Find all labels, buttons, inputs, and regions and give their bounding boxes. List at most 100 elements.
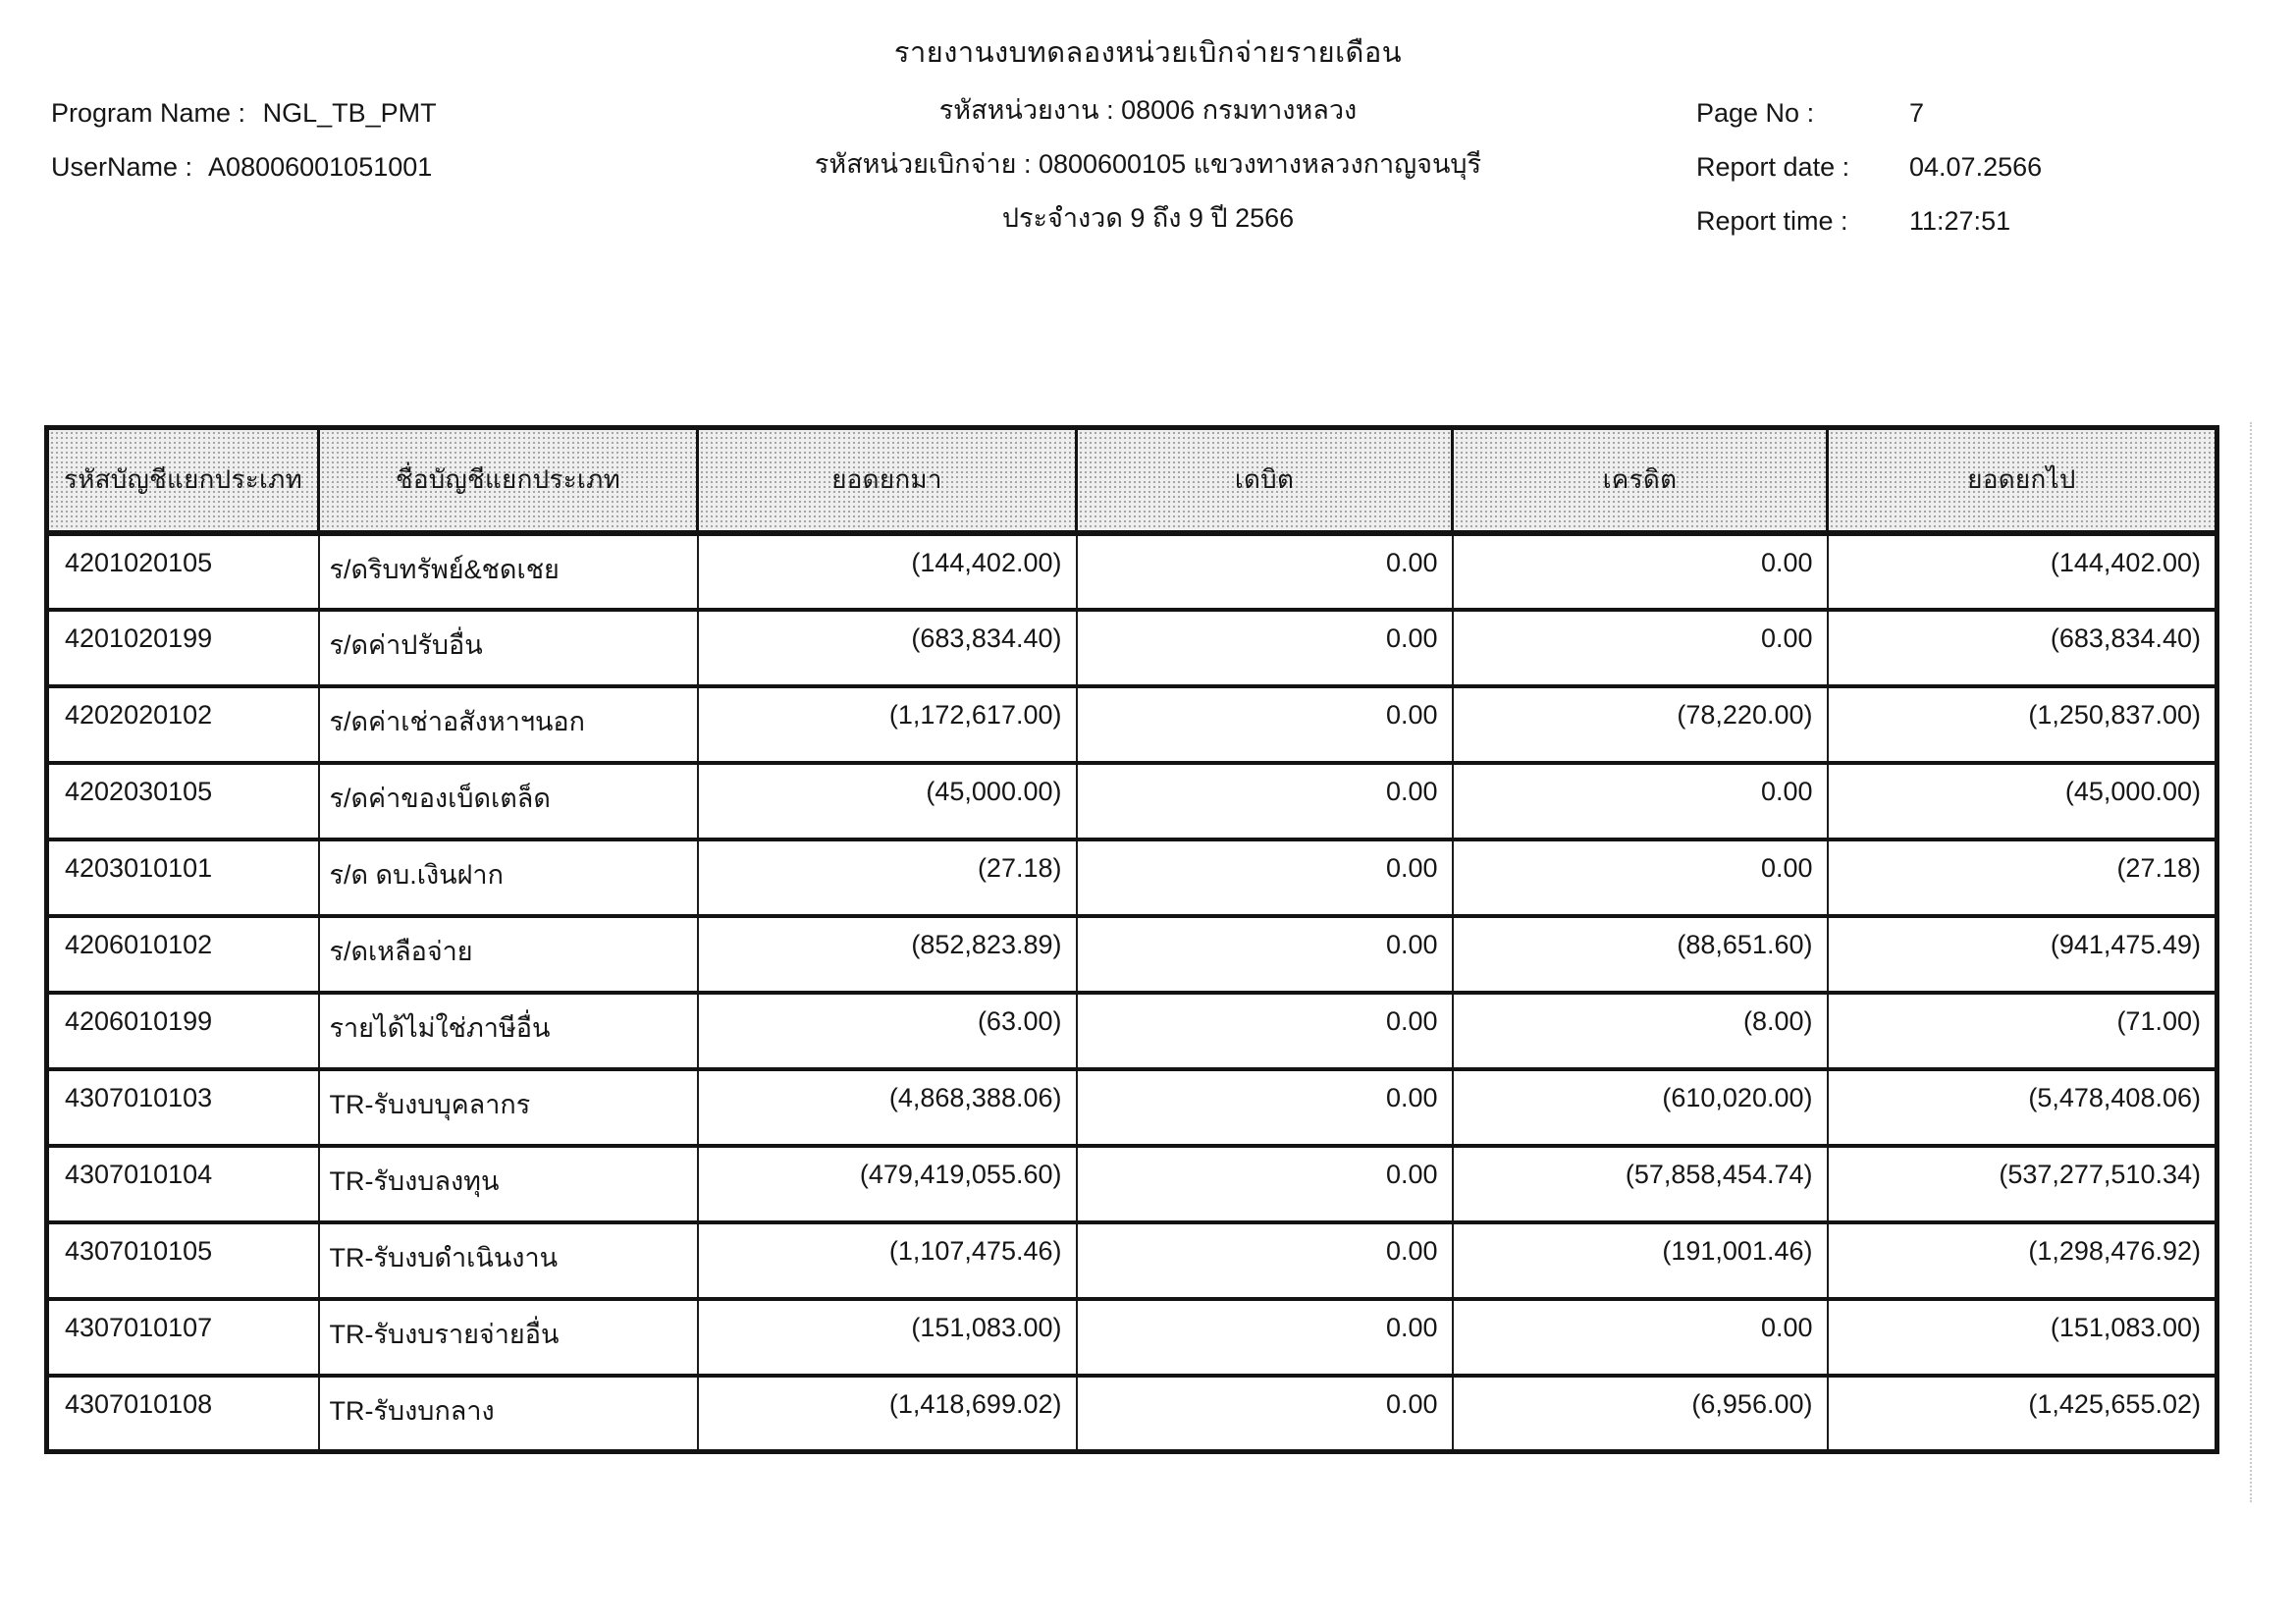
amount-cell: 0.00 [1075,1221,1454,1301]
report-date-value: 04.07.2566 [1909,152,2043,182]
amount-cell: (151,083.00) [1826,1298,2218,1378]
amount-cell: (537,277,510.34) [1826,1145,2218,1224]
account-code-cell: 4307010103 [45,1068,320,1148]
account-code-cell: 4307010107 [45,1298,320,1378]
report-time-label: Report time : [1696,206,1848,236]
account-name-cell: ร/ดเหลือจ่าย [317,915,699,995]
amount-cell: 0.00 [1075,685,1454,765]
amount-cell: (479,419,055.60) [696,1145,1078,1224]
username-value: A08006001051001 [208,152,433,182]
table-row: 4201020105 ร/ดริบทรัพย์&ชดเชย (144,402.00)… [45,532,2218,612]
amount-cell: (191,001.46) [1451,1221,1829,1301]
amount-cell: 0.00 [1075,839,1454,918]
report-time-value: 11:27:51 [1909,206,2011,236]
table-row: 4201020199 ร/ดค่าปรับอื่น (683,834.40) 0.00… [45,609,2218,688]
account-code-cell: 4307010105 [45,1221,320,1301]
amount-cell: (57,858,454.74) [1451,1145,1829,1224]
amount-cell: (683,834.40) [696,609,1078,688]
report-date-line: Report date : 04.07.2566 [1696,140,2042,194]
column-header-2: ยอดยกมา [696,426,1078,536]
account-name-cell: ร/ดค่าเช่าอสังหาฯนอก [317,685,699,765]
amount-cell: (71.00) [1826,992,2218,1071]
period-line: ประจำงวด 9 ถึง 9 ปี 2566 [1001,203,1295,233]
column-header-1: ชื่อบัญชีแยกประเภท [317,426,699,536]
disbursement-unit-line: รหัสหน่วยเบิกจ่าย : 0800600105 แขวงทางหล… [814,149,1482,179]
amount-cell: (1,298,476.92) [1826,1221,2218,1301]
column-header-3: เดบิต [1075,426,1454,536]
amount-cell: (144,402.00) [696,532,1078,612]
account-code-cell: 4202030105 [45,762,320,841]
account-code-cell: 4203010101 [45,839,320,918]
column-header-0: รหัสบัญชีแยกประเภท [45,426,320,536]
amount-cell: 0.00 [1075,1298,1454,1378]
table-row: 4203010101 ร/ด ดบ.เงินฝาก (27.18) 0.00 0.00(… [45,839,2218,918]
report-time-line: Report time : 11:27:51 [1696,194,2042,248]
table-header-row: รหัสบัญชีแยกประเภท ชื่อบัญชีแยกประเภท ยอดย… [45,426,2218,536]
account-name-cell: TR-รับงบกลาง [317,1375,699,1454]
account-name-cell: รายได้ไม่ใช่ภาษีอื่น [317,992,699,1071]
amount-cell: (88,651.60) [1451,915,1829,995]
amount-cell: (1,418,699.02) [696,1375,1078,1454]
table-row: 4206010102 ร/ดเหลือจ่าย (852,823.89) 0.00 (8… [45,915,2218,995]
amount-cell: 0.00 [1075,1068,1454,1148]
amount-cell: 0.00 [1451,532,1829,612]
username-label: UserName : [51,152,193,182]
account-name-cell: TR-รับงบบุคลากร [317,1068,699,1148]
column-header-4: เครดิต [1451,426,1829,536]
report-title: รายงานงบทดลองหน่วยเบิกจ่ายรายเดือน [893,37,1403,69]
amount-cell: 0.00 [1451,1298,1829,1378]
amount-cell: (78,220.00) [1451,685,1829,765]
account-code-cell: 4202020102 [45,685,320,765]
program-name-value: NGL_TB_PMT [262,98,437,128]
page-no-value: 7 [1909,98,1925,128]
account-name-cell: TR-รับงบรายจ่ายอื่น [317,1298,699,1378]
program-name-line: Program Name : NGL_TB_PMT [51,86,437,140]
table-row: 4202030105 ร/ดค่าของเบ็ดเตล็ด (45,000.00) 0… [45,762,2218,841]
amount-cell: (151,083.00) [696,1298,1078,1378]
account-code-cell: 4307010108 [45,1375,320,1454]
agency-line: รหัสหน่วยงาน : 08006 กรมทางหลวง [938,95,1358,125]
account-code-cell: 4206010102 [45,915,320,995]
meta-right-block: Page No : 7 Report date : 04.07.2566 Rep… [1696,86,2042,248]
account-code-cell: 4201020105 [45,532,320,612]
amount-cell: (1,250,837.00) [1826,685,2218,765]
program-name-label: Program Name : [51,98,246,128]
amount-cell: (852,823.89) [696,915,1078,995]
amount-cell: 0.00 [1451,839,1829,918]
account-code-cell: 4307010104 [45,1145,320,1224]
account-name-cell: ร/ดค่าของเบ็ดเตล็ด [317,762,699,841]
table-row: 4307010108 TR-รับงบกลาง (1,418,699.02) 0.00… [45,1375,2218,1454]
amount-cell: (6,956.00) [1451,1375,1829,1454]
amount-cell: (5,478,408.06) [1826,1068,2218,1148]
amount-cell: 0.00 [1451,609,1829,688]
page-no-label: Page No : [1696,98,1815,128]
username-line: UserName : A08006001051001 [51,140,437,194]
column-header-5: ยอดยกไป [1826,426,2218,536]
table-body: 4201020105 ร/ดริบทรัพย์&ชดเชย (144,402.00)… [45,532,2218,1454]
amount-cell: 0.00 [1451,762,1829,841]
amount-cell: 0.00 [1075,1145,1454,1224]
table-row: 4206010199 รายได้ไม่ใช่ภาษีอื่น (63.00) 0.0… [45,992,2218,1071]
account-name-cell: TR-รับงบดำเนินงาน [317,1221,699,1301]
trial-balance-table: รหัสบัญชีแยกประเภท ชื่อบัญชีแยกประเภท ยอดย… [44,425,2219,1454]
amount-cell: (1,172,617.00) [696,685,1078,765]
amount-cell: 0.00 [1075,609,1454,688]
amount-cell: (45,000.00) [1826,762,2218,841]
account-name-cell: TR-รับงบลงทุน [317,1145,699,1224]
trial-balance-table-wrap: รหัสบัญชีแยกประเภท ชื่อบัญชีแยกประเภท ยอดย… [44,425,2219,1454]
amount-cell: (8.00) [1451,992,1829,1071]
amount-cell: (683,834.40) [1826,609,2218,688]
account-name-cell: ร/ดค่าปรับอื่น [317,609,699,688]
amount-cell: (610,020.00) [1451,1068,1829,1148]
amount-cell: 0.00 [1075,915,1454,995]
table-row: 4307010105 TR-รับงบดำเนินงาน (1,107,475.46… [45,1221,2218,1301]
amount-cell: 0.00 [1075,762,1454,841]
table-row: 4202020102 ร/ดค่าเช่าอสังหาฯนอก (1,172,617… [45,685,2218,765]
amount-cell: (4,868,388.06) [696,1068,1078,1148]
amount-cell: (1,425,655.02) [1826,1375,2218,1454]
account-name-cell: ร/ด ดบ.เงินฝาก [317,839,699,918]
table-row: 4307010103 TR-รับงบบุคลากร (4,868,388.06) 0… [45,1068,2218,1148]
amount-cell: (1,107,475.46) [696,1221,1078,1301]
report-date-label: Report date : [1696,152,1850,182]
